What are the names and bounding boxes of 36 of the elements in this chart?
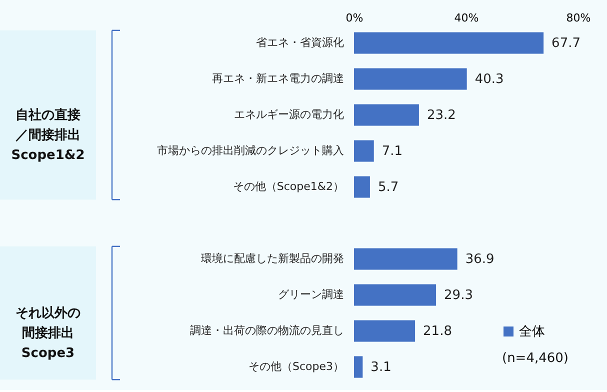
bar (354, 356, 363, 378)
data-label: 67.7 (552, 36, 581, 51)
bar (354, 32, 544, 54)
text: Scope3 (21, 346, 75, 361)
bar (354, 68, 467, 90)
y-tick-label: グリーン調達 (278, 288, 344, 301)
bar (354, 248, 458, 270)
text: 自社の直接／間接排出 (16, 107, 80, 143)
legend-label: 全体 (519, 324, 545, 340)
data-label: 5.7 (378, 180, 399, 195)
data-label: 7.1 (382, 144, 403, 159)
data-label: 40.3 (474, 72, 504, 87)
y-tick-label: 市場からの排出削減のクレジット購入 (157, 144, 344, 157)
x-tick-label: 80% (566, 12, 591, 24)
y-tick-label: エネルギー源の電力化 (234, 108, 344, 121)
y-tick-label: 省エネ・省資源化 (256, 36, 344, 49)
data-label: 23.2 (426, 108, 456, 123)
text: Scope1&2 (11, 148, 85, 163)
data-label: 21.8 (423, 324, 452, 339)
data-label: 29.3 (444, 288, 473, 303)
bar (354, 140, 374, 162)
data-label: 3.1 (370, 360, 392, 375)
y-tick-label: 再エネ・新エネ電力の調達 (212, 72, 344, 85)
x-tick-label: 0% (346, 12, 364, 24)
bar (354, 176, 370, 198)
bar (354, 284, 436, 306)
bar (354, 104, 419, 126)
y-tick-label: 環境に配慮した新製品の開発 (201, 252, 344, 265)
bar (354, 320, 416, 342)
text: それ以外の間接排出 (16, 306, 80, 341)
data-label: 36.9 (465, 252, 494, 267)
y-tick-label: その他（Scope3） (248, 360, 344, 373)
annotation: (n=4,460) (502, 351, 568, 366)
y-tick-label: 調達・出荷の際の物流の見直し (190, 324, 344, 337)
x-tick-label: 40% (454, 12, 479, 24)
y-tick-label: その他（Scope1&2） (232, 180, 344, 193)
